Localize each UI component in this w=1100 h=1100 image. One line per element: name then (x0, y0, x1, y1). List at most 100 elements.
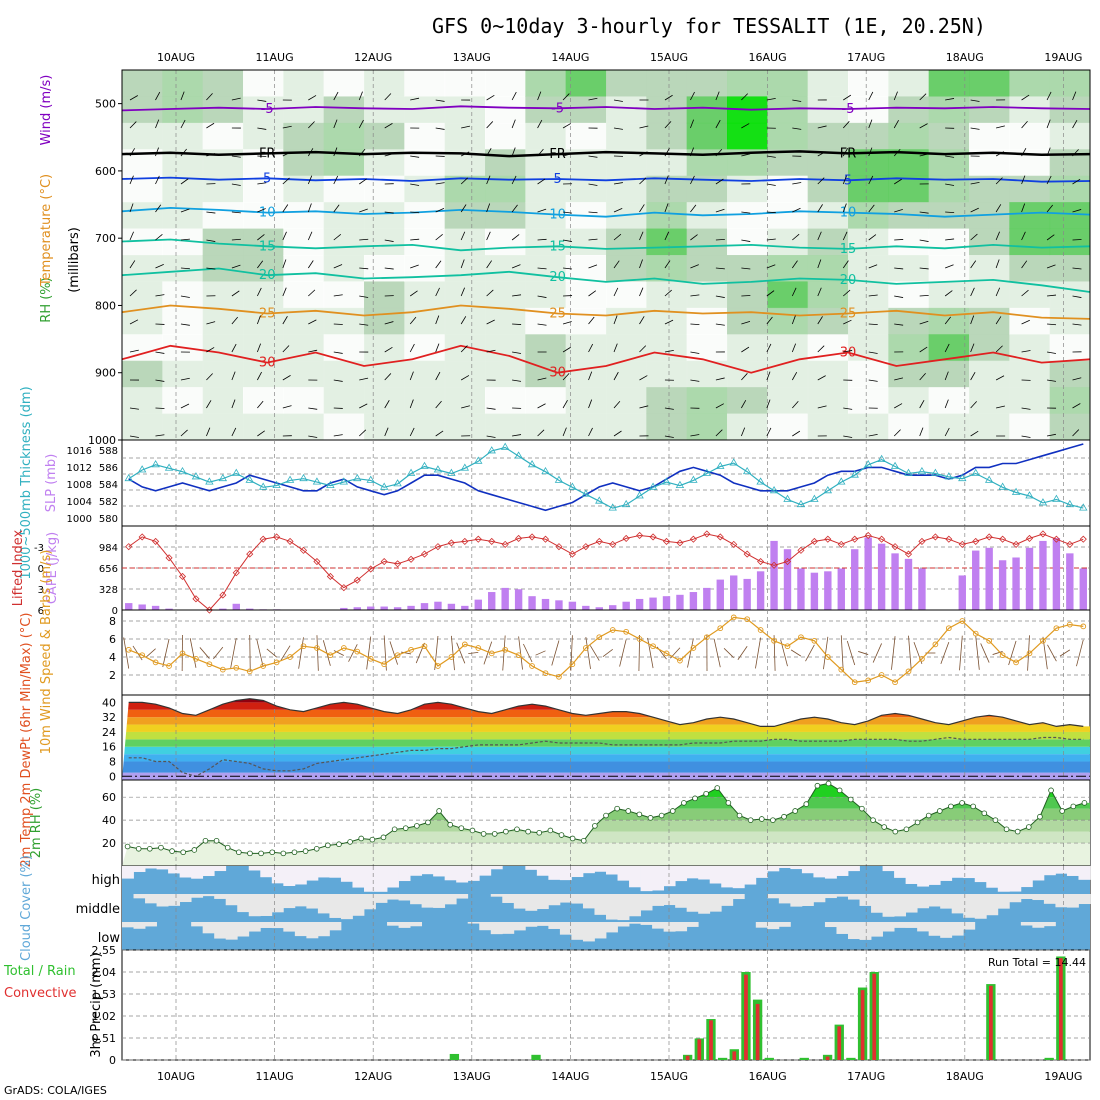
wind-barb (919, 320, 929, 325)
rh2m-marker-44 (614, 805, 620, 812)
rh-cell (323, 413, 365, 441)
wind-barb (460, 231, 466, 241)
wind-barb (664, 289, 672, 297)
rh-cell (444, 96, 486, 124)
rh2m-marker-0 (124, 843, 131, 850)
rh2m-marker-52 (703, 790, 709, 797)
cloud-gap (248, 866, 261, 871)
wind10-marker-12 (287, 654, 293, 660)
precip-total-bar-62 (846, 1057, 856, 1060)
wind-barb (766, 97, 776, 101)
wind-barb (1047, 323, 1057, 326)
wind-barb (588, 427, 593, 437)
cape-bar-50 (797, 568, 805, 610)
wind10-barb-64 (980, 643, 990, 663)
rh-cell (646, 334, 688, 362)
rh-cell (323, 202, 365, 230)
wind-barb (613, 400, 621, 409)
rh-cell (162, 307, 204, 335)
wind10-marker-4 (179, 650, 186, 657)
precip-tick-1.02: 1.02 (92, 1010, 117, 1023)
cloud-gap (1020, 922, 1033, 926)
wind-barb (766, 290, 775, 297)
wind10-barb-37 (619, 639, 627, 667)
upper-air-panel: -5 -5 -5 FR FR FR 5 5 5 10 10 10 15 15 15 20 20 20 25 25 25 3… (39, 69, 1091, 447)
wind10-marker-5 (193, 655, 199, 662)
cloud-level-middle: middle (76, 902, 120, 917)
wind10-marker-48 (771, 637, 777, 644)
wind-barb (817, 259, 822, 269)
wind-barb (257, 208, 266, 213)
lifted-marker-66 (1012, 540, 1020, 548)
wind-barb (308, 95, 317, 101)
wind10-marker-16 (340, 645, 347, 651)
wind-barb (562, 321, 572, 325)
lifted-marker-61 (945, 535, 953, 543)
wind-barb (970, 99, 980, 102)
wind-barb (842, 147, 849, 157)
wind10-marker-2 (152, 659, 159, 666)
wind-barb (155, 204, 162, 213)
rh-cell (727, 70, 768, 97)
rh-cell (807, 387, 849, 415)
contour-label-15-0: 15 (259, 239, 276, 254)
cloud-gap (824, 894, 837, 899)
cloud-level-low: low (98, 931, 121, 946)
lifted-marker-10 (259, 535, 267, 543)
wind-barb (359, 238, 369, 241)
rh-cell (565, 413, 607, 441)
wind-barb (384, 267, 394, 270)
wind10-barb-7 (213, 646, 224, 660)
wind-barb (460, 151, 470, 157)
wind-barb (588, 290, 597, 297)
wind10-panel: 8 6 4 2 10m Wind Speed & Barbs (m/s) (39, 550, 1091, 754)
rh-cell (646, 228, 688, 256)
wind10-barb-13 (298, 637, 304, 669)
cape-bar-3 (165, 608, 173, 610)
wind-barb (741, 211, 751, 214)
cloud-gap (594, 894, 607, 915)
cape-bar-56 (877, 543, 886, 610)
cloud-gap (882, 866, 895, 872)
top-x-tick-5: 15AUG (650, 51, 688, 64)
rh-cell (928, 307, 970, 335)
cloud-gap (732, 894, 745, 900)
cloud-gap (698, 894, 711, 914)
wind-barb (741, 93, 748, 101)
cloud-gap (686, 866, 699, 879)
thickness-marker-6 (205, 477, 214, 485)
thickness-marker-2 (151, 460, 160, 468)
cloud-gap (986, 866, 999, 888)
lifted-marker-2 (152, 537, 160, 545)
thickness-marker-20 (393, 479, 402, 487)
wind-barb (486, 94, 495, 101)
wind10-marker-1 (139, 652, 146, 659)
wind-barb (715, 323, 725, 326)
wind-barb (613, 430, 622, 437)
wind-barb (333, 294, 343, 297)
wind-barb (512, 379, 522, 382)
thickness-marker-18 (366, 475, 375, 483)
cloud-gap (709, 866, 722, 884)
rh-cell (243, 175, 284, 203)
cloud-gap (456, 866, 469, 883)
wind10-barb-58 (908, 635, 912, 671)
wind-barb (308, 349, 318, 353)
cloud-gap (801, 866, 814, 874)
wind10-barb-18 (366, 636, 372, 670)
thickness-marker-67 (1025, 491, 1034, 499)
thickness-tick-580: 580 (99, 514, 118, 525)
lifted-marker-65 (999, 535, 1007, 543)
rh2m-marker-58 (770, 817, 776, 823)
cape-bar-33 (568, 601, 577, 610)
cloud-gap (145, 894, 157, 904)
rh-cell (444, 228, 486, 256)
wind-barb (588, 211, 598, 214)
wind-barb (155, 407, 165, 409)
cape-bar-22 (420, 603, 429, 610)
y-tick-label-500: 500 (95, 98, 116, 111)
cloud-gap (410, 894, 423, 905)
wind10-marker-65 (999, 652, 1006, 659)
lifted-marker-37 (622, 534, 630, 543)
rh-cell (888, 96, 930, 124)
